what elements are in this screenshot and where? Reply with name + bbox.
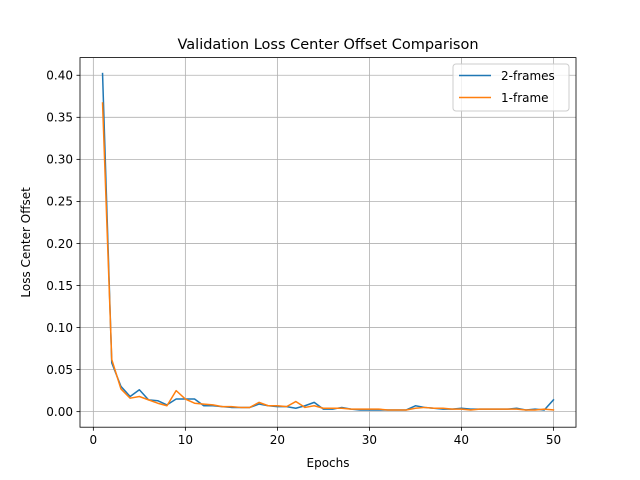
y-axis-ticks: 0.00 0.05 0.10 0.15 0.20 0.25 0.30 0.35 0.40 [46,69,80,419]
series-lines [101,72,555,411]
x-tick-label: 40 [454,433,469,447]
x-axis-ticks: 0 10 20 30 40 50 [90,427,561,447]
chart-title: Validation Loss Center Offset Comparison [177,37,478,53]
legend-label-1-frame: 1-frame [501,91,549,105]
y-tick-label: 0.00 [46,405,73,419]
x-axis-label: Epochs [307,456,350,470]
y-tick-label: 0.20 [46,237,73,251]
legend-label-2-frames: 2-frames [501,69,555,83]
x-tick-label: 10 [178,433,193,447]
grid [80,57,576,428]
legend: 2-frames 1-frame [452,63,570,112]
x-tick-label: 50 [546,433,561,447]
x-tick-label: 30 [362,433,377,447]
y-tick-label: 0.05 [46,363,73,377]
y-axis-label: Loss Center Offset [19,187,33,298]
y-tick-label: 0.30 [46,153,73,167]
y-tick-label: 0.40 [46,69,73,83]
y-tick-label: 0.15 [46,279,73,293]
x-tick-label: 0 [90,433,98,447]
y-tick-label: 0.10 [46,321,73,335]
series-line-1-frame [101,102,555,411]
y-tick-label: 0.25 [46,195,73,209]
x-tick-label: 20 [270,433,285,447]
y-tick-label: 0.35 [46,111,73,125]
plot-frame [79,57,577,428]
